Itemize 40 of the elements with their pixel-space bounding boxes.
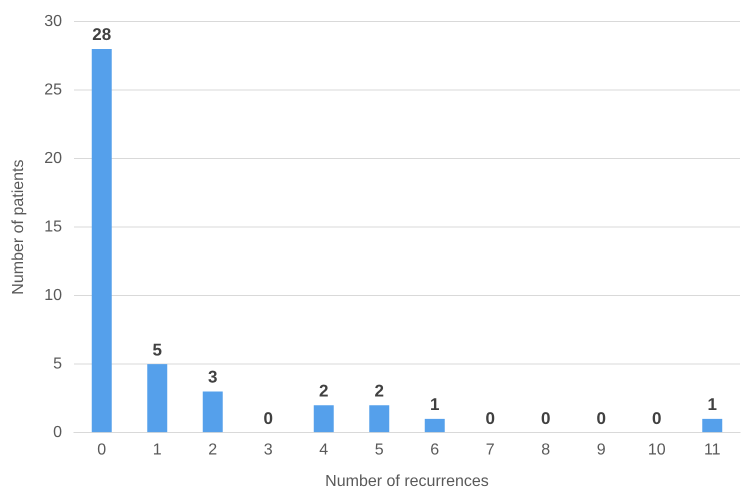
bar: [702, 418, 722, 432]
bar: [92, 49, 112, 432]
x-tick-label: 7: [486, 442, 495, 459]
data-label: 2: [319, 381, 328, 400]
bar: [202, 392, 223, 432]
data-label: 0: [486, 408, 495, 428]
data-label: 2: [374, 381, 384, 400]
y-axis-title: Number of patients: [10, 160, 28, 295]
x-tick-label: 8: [541, 442, 550, 459]
data-label: 0: [541, 408, 550, 428]
bar: [424, 418, 445, 432]
data-label: 0: [596, 408, 606, 428]
data-label: 3: [208, 368, 218, 387]
x-tick-label: 5: [374, 442, 384, 459]
x-tick-label: 11: [704, 442, 721, 459]
data-label: 0: [264, 408, 273, 428]
x-tick-label: 0: [97, 442, 106, 459]
x-tick-label: 2: [208, 442, 218, 459]
x-tick-label: 3: [264, 442, 273, 459]
y-tick-label: 10: [44, 287, 62, 304]
x-tick-label: 6: [430, 442, 440, 459]
data-label: 1: [708, 395, 717, 414]
y-tick-label: 15: [44, 218, 62, 236]
y-tick-label: 25: [44, 82, 62, 99]
bar: [147, 364, 168, 432]
x-tick-label: 10: [648, 442, 666, 459]
x-tick-label: 1: [152, 442, 162, 459]
x-axis-title: Number of recurrences: [325, 472, 489, 490]
y-tick-label: 20: [44, 150, 62, 168]
data-label: 5: [152, 340, 162, 360]
data-label: 1: [430, 395, 440, 414]
y-tick-label: 0: [53, 424, 62, 442]
x-tick-label: 4: [319, 442, 328, 459]
y-tick-label: 30: [44, 13, 62, 30]
bar: [314, 405, 334, 432]
y-tick-label: 5: [53, 356, 62, 373]
data-label: 0: [652, 408, 662, 428]
bar: [369, 405, 390, 432]
data-label: 28: [92, 25, 112, 44]
x-tick-label: 9: [596, 442, 606, 459]
